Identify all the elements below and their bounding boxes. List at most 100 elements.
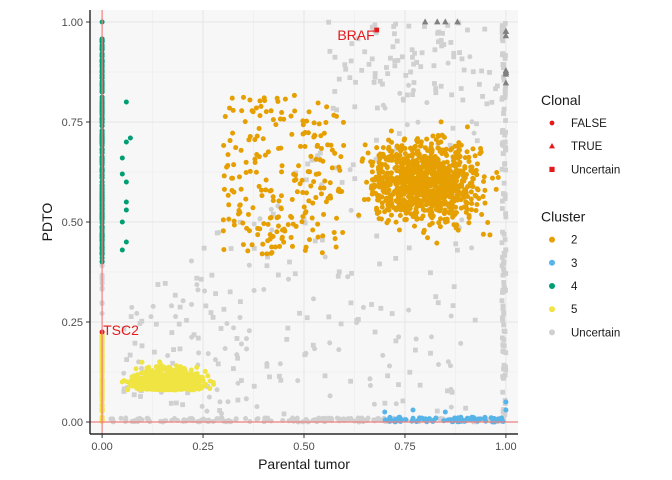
data-point-uncertain: [501, 328, 507, 334]
data-point-cluster-2: [424, 136, 430, 142]
data-point-cluster-2: [311, 179, 317, 185]
data-point-uncertain: [407, 369, 413, 375]
data-point-cluster-2: [361, 197, 367, 203]
data-point-uncertain: [301, 418, 307, 424]
data-point-uncertain: [411, 80, 417, 85]
data-point-cluster-2: [277, 243, 283, 249]
data-point-uncertain: [397, 90, 403, 96]
data-point-cluster-2: [385, 218, 391, 224]
data-point-uncertain: [415, 119, 421, 125]
data-point-cluster-2: [386, 137, 392, 143]
data-point-uncertain: [238, 341, 244, 347]
data-point-uncertain: [419, 50, 425, 56]
data-point-uncertain: [302, 220, 308, 226]
data-point-uncertain: [255, 416, 261, 422]
data-point-uncertain: [134, 310, 140, 316]
data-point-cluster-2: [420, 181, 426, 187]
data-point-uncertain: [487, 69, 492, 75]
data-point-uncertain: [176, 321, 182, 327]
data-point-uncertain: [218, 411, 224, 417]
data-point-uncertain: [367, 376, 373, 382]
data-point-uncertain: [501, 261, 506, 266]
data-point-cluster-3: [419, 415, 425, 421]
data-point-cluster-2: [478, 149, 484, 155]
data-point-cluster-5: [187, 387, 193, 393]
data-point-uncertain: [392, 31, 397, 37]
data-point-cluster-2: [429, 215, 435, 221]
data-point-uncertain: [396, 382, 401, 388]
data-point-uncertain: [417, 382, 423, 388]
data-point-cluster-2: [310, 200, 316, 206]
data-point-cluster-2: [402, 151, 408, 157]
data-point-cluster-2: [316, 121, 322, 127]
data-point-cluster-2: [230, 175, 236, 181]
data-point-uncertain: [399, 54, 405, 60]
data-point-uncertain: [499, 26, 505, 32]
data-point-uncertain: [191, 332, 197, 338]
data-point-cluster-2: [260, 241, 266, 247]
data-point-cluster-2: [382, 209, 388, 215]
data-point-cluster-2: [237, 202, 243, 208]
data-point-cluster-2: [391, 176, 397, 182]
data-point-uncertain: [348, 417, 354, 423]
y-axis-title: PDTO: [39, 203, 55, 242]
data-point-cluster-2: [282, 96, 288, 102]
data-point-cluster-3: [409, 418, 415, 424]
data-point-cluster-2: [396, 227, 402, 233]
data-point-cluster-5: [144, 386, 150, 392]
data-point-uncertain: [173, 314, 179, 320]
data-point-uncertain-clonal: [502, 32, 510, 39]
data-point-uncertain: [500, 38, 506, 44]
data-point-uncertain: [503, 214, 509, 220]
data-point-cluster-2: [389, 170, 395, 176]
data-point-uncertain-clonal: [502, 79, 510, 86]
data-point-uncertain: [372, 71, 378, 76]
data-point-cluster-5: [202, 368, 208, 374]
data-point-uncertain: [305, 161, 311, 167]
data-point-uncertain: [484, 101, 490, 107]
legend-label: Uncertain: [571, 327, 620, 339]
data-point-uncertain: [501, 143, 507, 148]
data-point-cluster-2: [331, 112, 337, 118]
data-point-uncertain: [477, 81, 482, 87]
data-point-uncertain: [310, 342, 316, 348]
data-point-uncertain: [286, 276, 292, 282]
data-point-uncertain: [501, 375, 506, 381]
data-point-cluster-2: [231, 218, 237, 224]
data-point-uncertain: [235, 397, 241, 403]
data-point-cluster-2: [245, 248, 251, 254]
legend-label: 5: [571, 304, 577, 316]
data-point-uncertain: [171, 347, 176, 353]
data-point-uncertain: [366, 61, 372, 67]
data-point-cluster-5: [147, 372, 153, 378]
data-point-cluster-2: [231, 162, 237, 168]
data-point-cluster-2: [468, 207, 474, 213]
data-point-cluster-2: [338, 154, 344, 160]
data-point-uncertain: [362, 49, 368, 55]
x-tick-label: 0.75: [394, 441, 415, 453]
data-point-uncertain: [372, 329, 378, 335]
data-point-cluster-2: [249, 108, 255, 114]
data-point-uncertain: [304, 315, 310, 321]
data-point-cluster-3: [382, 417, 388, 423]
data-point-uncertain: [199, 403, 205, 409]
data-point-uncertain: [150, 303, 156, 309]
reference-lines: [90, 10, 518, 434]
data-point-cluster-2: [421, 230, 427, 236]
data-point-cluster-2: [432, 153, 438, 159]
data-point-cluster-2: [340, 119, 346, 125]
data-point-cluster-2: [315, 221, 321, 227]
data-point-uncertain: [265, 415, 271, 421]
data-point-cluster-3: [503, 399, 509, 405]
data-point-uncertain: [373, 30, 379, 36]
data-point-cluster-2: [285, 222, 291, 228]
data-point-uncertain: [501, 74, 506, 80]
data-point-uncertain: [472, 317, 478, 323]
data-point-uncertain: [447, 142, 453, 148]
data-point-cluster-2: [414, 209, 420, 215]
data-point-cluster-2: [315, 234, 321, 240]
data-point-cluster-2: [394, 205, 400, 211]
data-point-uncertain: [194, 282, 200, 288]
data-point-cluster-5: [144, 368, 150, 374]
data-point-uncertain: [343, 66, 349, 72]
